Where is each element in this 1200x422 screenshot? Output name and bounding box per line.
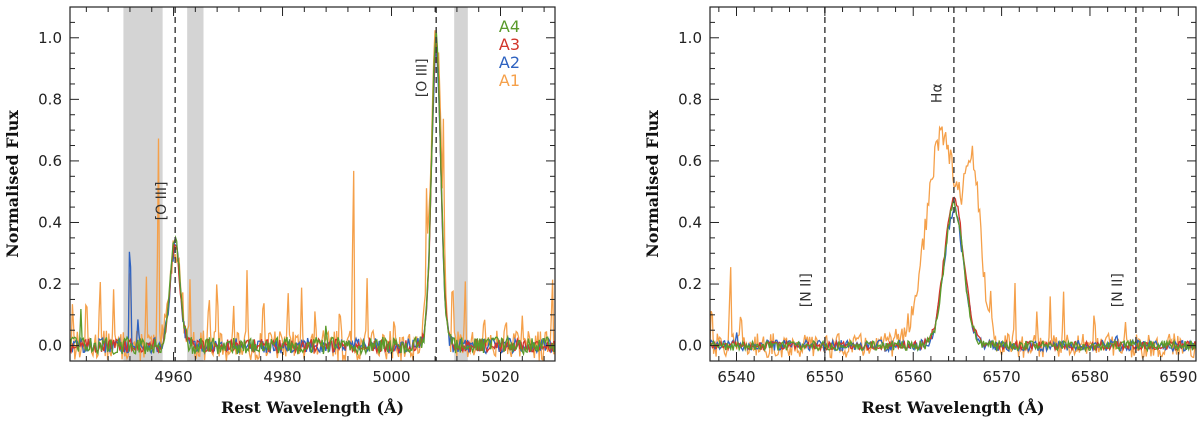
y-tick-label: 0.2	[678, 275, 702, 293]
x-tick-label: 5000	[372, 368, 410, 386]
y-tick-label: 0.0	[38, 337, 62, 355]
series-line-A1	[710, 125, 1196, 359]
oiii-spectrum-panel: [O III] [O III] 4960 4980 5000 5020 0.0 0.2 0.4 0…	[3, 6, 556, 417]
legend-entry-A1: A1	[499, 71, 520, 90]
masked-region-1	[187, 7, 204, 361]
line-label-1: Hα	[930, 83, 946, 103]
y-tick-label: 0.8	[38, 90, 62, 108]
y-tick-label: 0.6	[678, 152, 702, 170]
y-tick-label: 0.4	[38, 213, 62, 231]
y-axis-title: Normalised Flux	[3, 110, 22, 258]
x-tick-label: 4960	[154, 368, 192, 386]
axes-frame	[69, 6, 556, 362]
x-tick-label: 6570	[983, 368, 1021, 386]
x-axis-title: Rest Wavelength (Å)	[221, 396, 404, 417]
y-axis-title: Normalised Flux	[643, 110, 662, 258]
y-tick-label: 0.4	[678, 213, 702, 231]
series-line-A1	[70, 30, 555, 361]
series-line-A4	[710, 200, 1196, 353]
x-axis-title: Rest Wavelength (Å)	[861, 396, 1044, 417]
y-tick-label: 1.0	[38, 29, 62, 47]
x-tick-label: 6550	[806, 368, 844, 386]
line-label-1: [O III]	[414, 58, 430, 97]
x-tick-label: 5020	[481, 368, 519, 386]
series-line-A4	[70, 29, 555, 357]
y-tick-label: 0.0	[678, 337, 702, 355]
line-label-2: [N II]	[1110, 273, 1126, 307]
line-label-0: [O III]	[154, 182, 170, 221]
y-tick-label: 0.8	[678, 90, 702, 108]
x-tick-label: 6540	[717, 368, 755, 386]
legend-entry-A2: A2	[499, 53, 520, 72]
masked-region-2	[454, 7, 468, 361]
x-tick-label: 4980	[263, 368, 301, 386]
x-tick-label: 6560	[894, 368, 932, 386]
y-tick-label: 0.6	[38, 152, 62, 170]
x-tick-label: 6580	[1071, 368, 1109, 386]
axes-frame	[709, 6, 1197, 362]
halpha-spectrum-panel: [N II] Hα [N II] 6540 6550 6560 6570 6580 6590 0.…	[643, 6, 1197, 417]
legend-entry-A4: A4	[499, 17, 520, 36]
y-tick-label: 0.2	[38, 275, 62, 293]
y-tick-label: 1.0	[678, 29, 702, 47]
series-line-A3	[710, 196, 1196, 353]
legend-entry-A3: A3	[499, 35, 520, 54]
x-tick-label: 6590	[1159, 368, 1197, 386]
line-label-0: [N II]	[799, 273, 815, 307]
